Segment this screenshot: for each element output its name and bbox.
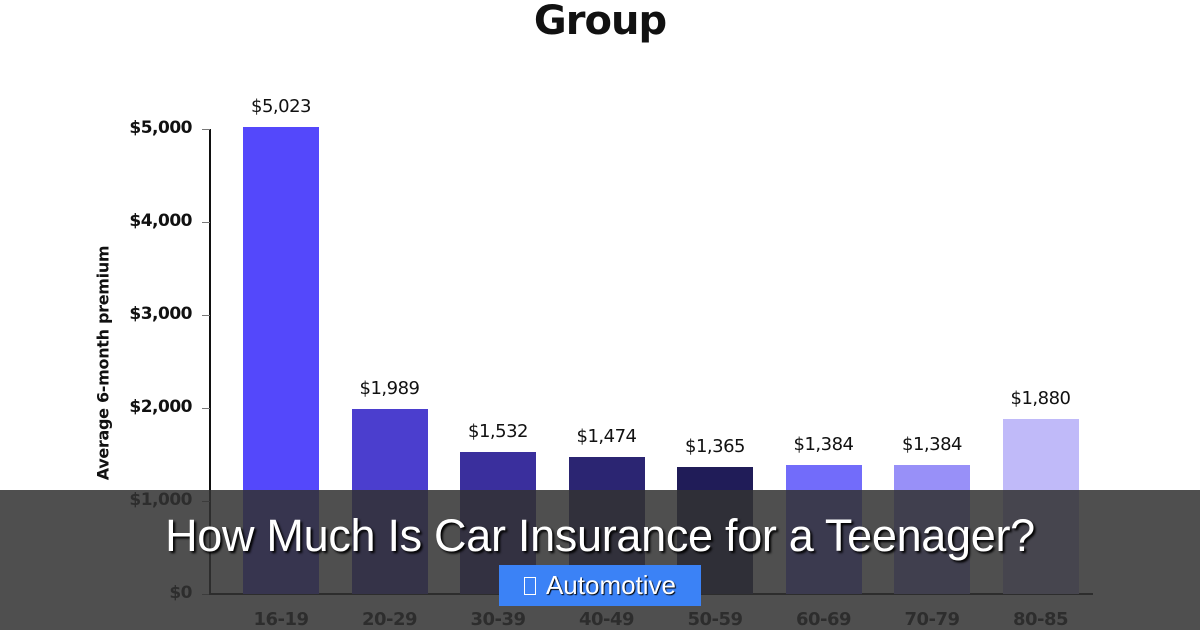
chart-title: Group	[533, 0, 667, 44]
bar-value-label: $1,989	[359, 378, 420, 400]
folder-icon	[523, 576, 536, 595]
y-tick	[202, 129, 210, 130]
category-badge[interactable]: Automotive	[499, 565, 701, 606]
title-overlay	[0, 490, 1200, 630]
category-label: Automotive	[545, 570, 677, 600]
y-tick-label: $2,000	[129, 397, 192, 417]
y-tick-label: $3,000	[129, 304, 192, 324]
bar-value-label: $5,023	[251, 95, 311, 117]
y-tick-label: $5,000	[129, 118, 192, 138]
y-tick-label: $4,000	[129, 211, 192, 231]
y-tick	[202, 222, 210, 223]
bar-value-label: $1,532	[468, 420, 528, 442]
bar-value-label: $1,880	[1010, 388, 1071, 410]
bar-value-label: $1,384	[793, 434, 854, 456]
bar-value-label: $1,384	[902, 434, 962, 456]
bar-value-label: $1,365	[685, 436, 745, 458]
article-headline[interactable]: How Much Is Car Insurance for a Teenager…	[165, 510, 1035, 561]
y-axis-line	[209, 129, 211, 595]
y-tick	[202, 408, 210, 409]
y-tick	[202, 315, 210, 316]
bar-value-label: $1,474	[576, 425, 637, 447]
y-axis-label: Average 6-month premium	[93, 245, 113, 481]
